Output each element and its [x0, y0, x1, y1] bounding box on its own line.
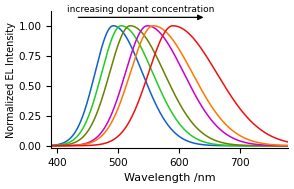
- Y-axis label: Normalized EL Intensity: Normalized EL Intensity: [6, 22, 16, 138]
- Text: increasing dopant concentration: increasing dopant concentration: [67, 5, 214, 14]
- X-axis label: Wavelength /nm: Wavelength /nm: [124, 174, 216, 184]
